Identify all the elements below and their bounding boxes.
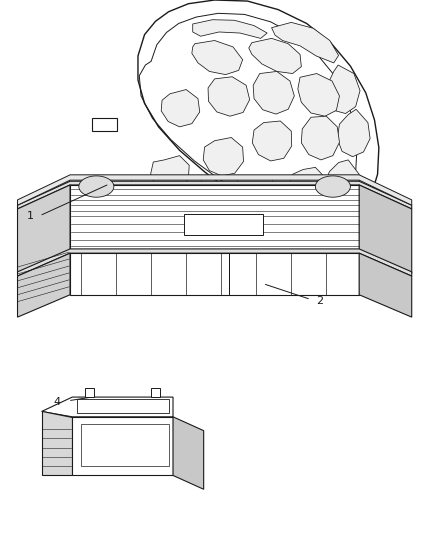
Polygon shape	[18, 181, 412, 209]
Polygon shape	[77, 399, 169, 413]
Ellipse shape	[79, 176, 114, 197]
Polygon shape	[242, 183, 277, 217]
Polygon shape	[151, 388, 160, 397]
Polygon shape	[203, 138, 244, 176]
Polygon shape	[72, 417, 173, 475]
Polygon shape	[337, 109, 370, 157]
Polygon shape	[18, 175, 412, 205]
Polygon shape	[18, 249, 412, 276]
Polygon shape	[70, 185, 359, 251]
Polygon shape	[325, 160, 359, 205]
Polygon shape	[301, 116, 339, 160]
Polygon shape	[151, 156, 189, 192]
Polygon shape	[289, 167, 325, 205]
Ellipse shape	[315, 176, 350, 197]
Polygon shape	[298, 74, 339, 116]
Polygon shape	[138, 0, 379, 227]
Polygon shape	[184, 214, 263, 235]
Polygon shape	[161, 90, 200, 127]
Text: 1: 1	[27, 211, 34, 221]
Polygon shape	[42, 397, 173, 417]
Text: 2: 2	[316, 296, 323, 306]
Polygon shape	[42, 411, 72, 475]
Polygon shape	[193, 20, 267, 38]
Polygon shape	[208, 77, 250, 116]
Polygon shape	[173, 417, 204, 489]
Polygon shape	[192, 41, 243, 75]
Polygon shape	[359, 185, 412, 273]
Polygon shape	[85, 388, 94, 397]
Polygon shape	[359, 253, 412, 317]
Polygon shape	[249, 38, 301, 74]
Text: 4: 4	[53, 398, 60, 407]
Polygon shape	[252, 121, 292, 161]
Polygon shape	[92, 118, 117, 131]
Polygon shape	[70, 253, 359, 295]
Polygon shape	[253, 71, 294, 114]
Polygon shape	[18, 253, 70, 317]
Polygon shape	[18, 185, 70, 273]
Polygon shape	[272, 22, 339, 63]
Polygon shape	[328, 65, 360, 114]
